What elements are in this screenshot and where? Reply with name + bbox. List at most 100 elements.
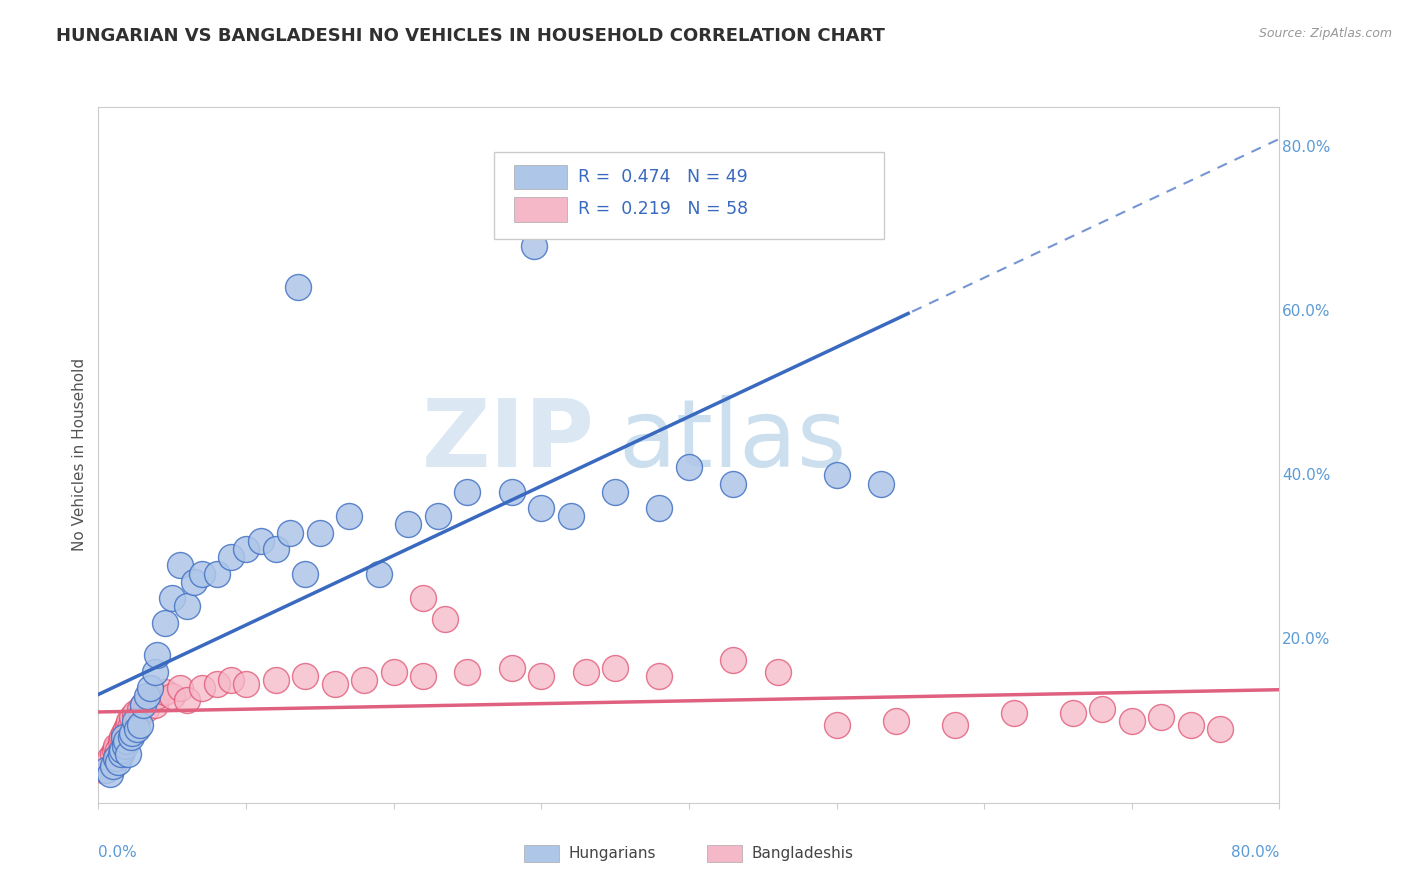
- Point: [120, 731, 142, 745]
- Point: [287, 280, 309, 294]
- Point: [1091, 701, 1114, 715]
- Point: [169, 558, 191, 573]
- Point: [264, 542, 287, 557]
- Point: [219, 673, 242, 687]
- Point: [117, 718, 139, 732]
- Point: [219, 550, 242, 565]
- Point: [105, 739, 128, 753]
- Point: [146, 690, 169, 704]
- Point: [191, 566, 214, 581]
- Text: R =  0.474   N = 49: R = 0.474 N = 49: [578, 168, 748, 186]
- Point: [294, 669, 316, 683]
- Point: [235, 677, 257, 691]
- Point: [110, 734, 132, 748]
- Point: [91, 763, 114, 777]
- Point: [605, 484, 627, 499]
- Point: [162, 690, 183, 704]
- Point: [121, 726, 143, 740]
- Point: [721, 476, 744, 491]
- Point: [112, 731, 135, 745]
- Point: [176, 599, 198, 614]
- Point: [120, 718, 142, 732]
- Point: [146, 648, 169, 663]
- Point: [427, 509, 450, 524]
- Point: [124, 714, 146, 728]
- Point: [153, 685, 176, 699]
- Point: [530, 669, 553, 683]
- Bar: [707, 845, 742, 862]
- Point: [278, 525, 302, 540]
- Point: [648, 501, 671, 516]
- Point: [112, 726, 135, 740]
- Point: [825, 718, 848, 732]
- Point: [205, 566, 228, 581]
- Point: [125, 722, 148, 736]
- Point: [309, 525, 332, 540]
- Point: [884, 714, 907, 728]
- Point: [1121, 714, 1143, 728]
- Point: [456, 665, 478, 679]
- Point: [1180, 718, 1202, 732]
- Point: [103, 747, 125, 761]
- Point: [169, 681, 191, 696]
- Point: [412, 591, 434, 606]
- Point: [118, 714, 141, 728]
- Point: [382, 665, 405, 679]
- Point: [183, 574, 205, 589]
- Bar: [523, 845, 560, 862]
- Point: [869, 476, 891, 491]
- Y-axis label: No Vehicles in Household: No Vehicles in Household: [72, 359, 87, 551]
- Point: [294, 566, 316, 581]
- Point: [132, 698, 155, 712]
- Point: [191, 681, 214, 696]
- Point: [107, 755, 129, 769]
- Text: Hungarians: Hungarians: [568, 847, 657, 861]
- Point: [124, 706, 146, 720]
- Text: 40.0%: 40.0%: [1282, 468, 1330, 483]
- Point: [111, 731, 134, 745]
- Point: [162, 591, 183, 606]
- Point: [139, 681, 162, 696]
- Point: [456, 484, 478, 499]
- Point: [1209, 722, 1232, 736]
- Point: [434, 612, 457, 626]
- Point: [766, 665, 789, 679]
- Point: [105, 751, 128, 765]
- Point: [107, 742, 129, 756]
- Point: [810, 206, 832, 220]
- Point: [337, 509, 360, 524]
- Text: ZIP: ZIP: [422, 395, 595, 487]
- Point: [323, 677, 346, 691]
- Point: [111, 742, 134, 756]
- FancyBboxPatch shape: [494, 153, 884, 239]
- Point: [250, 533, 273, 548]
- Point: [721, 652, 744, 666]
- Point: [264, 673, 287, 687]
- Text: 0.0%: 0.0%: [98, 845, 138, 860]
- Text: 80.0%: 80.0%: [1282, 140, 1330, 155]
- Text: atlas: atlas: [619, 395, 846, 487]
- Point: [368, 566, 391, 581]
- Point: [94, 763, 117, 777]
- Point: [523, 239, 546, 253]
- Bar: [515, 165, 567, 189]
- Point: [114, 734, 136, 748]
- Point: [176, 693, 198, 707]
- Point: [353, 673, 375, 687]
- Point: [94, 759, 117, 773]
- Point: [648, 669, 671, 683]
- Point: [605, 661, 627, 675]
- Point: [136, 690, 159, 704]
- Point: [143, 665, 166, 679]
- Point: [235, 542, 257, 557]
- Point: [135, 701, 157, 715]
- Point: [117, 747, 139, 761]
- Point: [128, 701, 150, 715]
- Text: Bangladeshis: Bangladeshis: [752, 847, 853, 861]
- Text: 80.0%: 80.0%: [1232, 845, 1279, 860]
- Point: [530, 501, 553, 516]
- Point: [98, 767, 121, 781]
- Point: [560, 509, 582, 524]
- Point: [943, 718, 966, 732]
- Point: [127, 710, 149, 724]
